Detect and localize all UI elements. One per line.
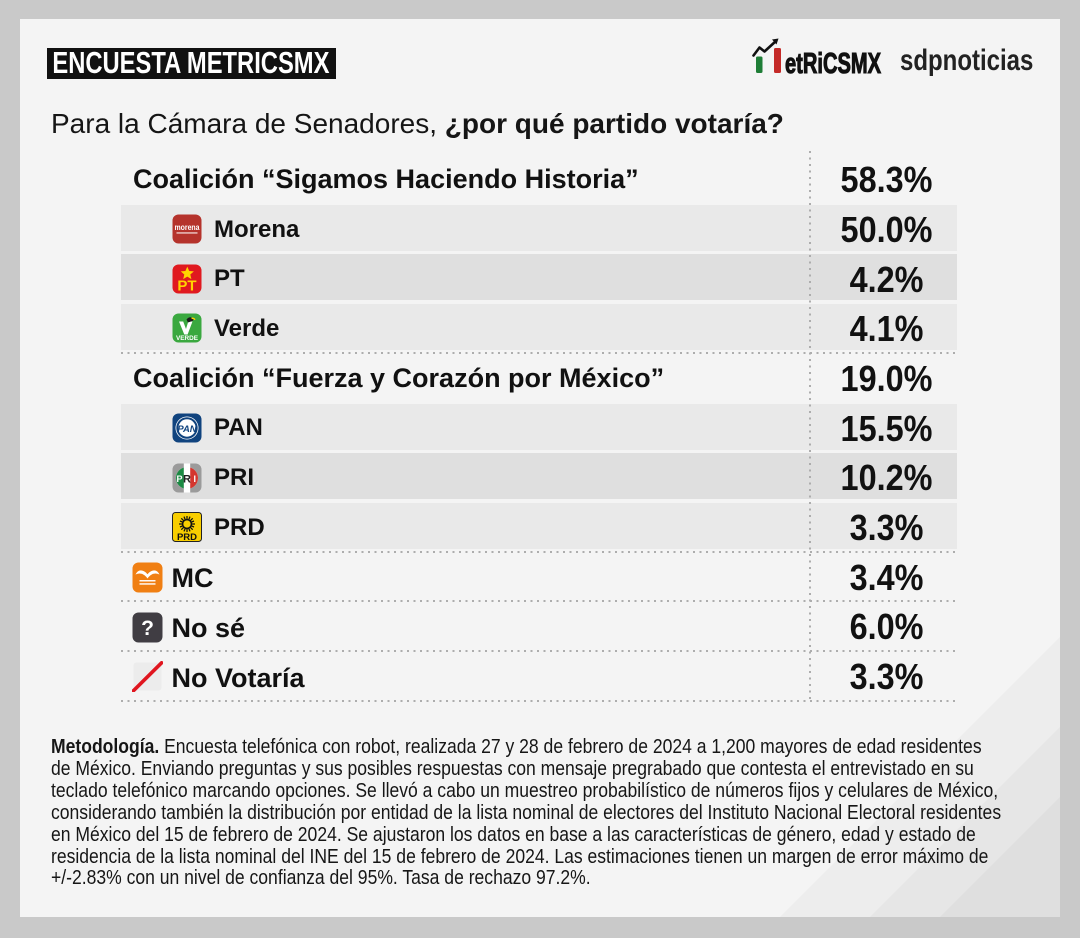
svg-text:P: P — [176, 474, 182, 484]
svg-text:etRiCSMX: etRiCSMX — [785, 48, 881, 80]
svg-text:?: ? — [141, 617, 154, 640]
svg-text:R: R — [183, 473, 191, 485]
svg-text:morena: morena — [175, 222, 200, 232]
svg-text:PT: PT — [177, 277, 196, 294]
svg-text:PAN: PAN — [177, 424, 197, 435]
svg-text:PRD: PRD — [177, 532, 197, 542]
svg-text:I: I — [194, 474, 197, 484]
svg-text:VERDE: VERDE — [176, 335, 199, 342]
